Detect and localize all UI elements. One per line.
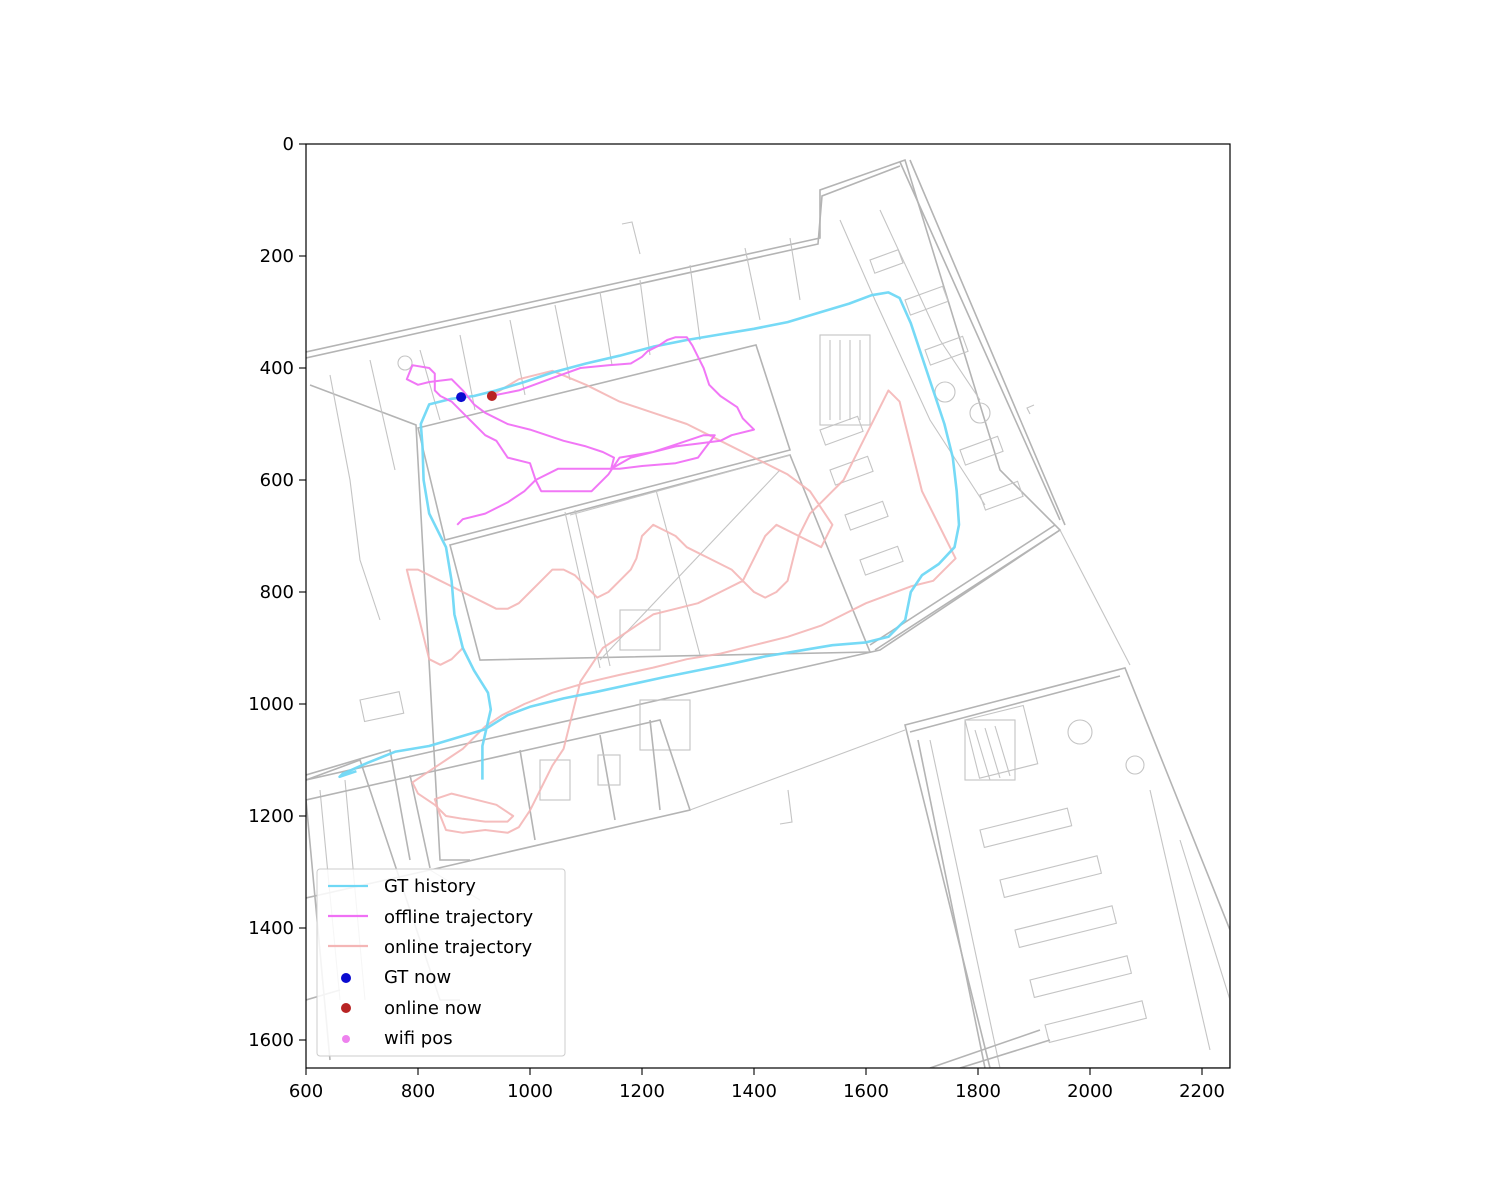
x-tick-label: 2000 xyxy=(1067,1081,1113,1102)
x-tick-label: 600 xyxy=(289,1081,323,1102)
legend-label-online-trajectory: online trajectory xyxy=(384,937,533,958)
legend-marker-online-now xyxy=(341,1003,351,1013)
series-line-offline-trajectory xyxy=(405,336,755,526)
y-tick-label: 1000 xyxy=(248,694,294,715)
legend-marker-wifi-pos xyxy=(342,1035,350,1043)
x-tick-label: 1000 xyxy=(507,1081,553,1102)
legend-label-gt-history: GT history xyxy=(384,876,476,897)
x-tick-label: 800 xyxy=(401,1081,435,1102)
series-line-gt-history xyxy=(338,291,961,780)
x-tick-label: 1600 xyxy=(843,1081,889,1102)
x-tick-label: 1400 xyxy=(731,1081,777,1102)
x-tick-label: 2200 xyxy=(1179,1081,1225,1102)
scatter-point-online-now xyxy=(486,391,497,401)
y-tick-label: 1600 xyxy=(248,1030,294,1051)
y-tick-label: 0 xyxy=(283,134,294,155)
legend-label-online-now: online now xyxy=(384,998,482,1019)
legend-label-offline-trajectory: offline trajectory xyxy=(384,907,534,928)
series-line-online-trajectory xyxy=(405,369,957,834)
x-tick-label: 1800 xyxy=(955,1081,1001,1102)
y-axis: 0 200 400 600 800 1000 1200 1400 1600 xyxy=(248,134,306,1051)
x-tick-label: 1200 xyxy=(619,1081,665,1102)
legend-label-wifi-pos: wifi pos xyxy=(384,1028,453,1049)
legend-marker-gt-now xyxy=(341,973,351,983)
y-tick-label: 1200 xyxy=(248,806,294,827)
x-axis: 600 800 1000 1200 1400 1600 1800 2000 2200 xyxy=(289,1068,1225,1102)
plot-frame xyxy=(305,143,1231,1069)
y-tick-label: 400 xyxy=(260,358,294,379)
series-layer xyxy=(338,291,961,834)
floor-plan-background xyxy=(306,158,1230,1068)
y-tick-label: 800 xyxy=(260,582,294,603)
scatter-point-gt-now xyxy=(456,392,467,403)
legend: GT history offline trajectory online tra… xyxy=(316,868,566,1057)
y-tick-label: 1400 xyxy=(248,918,294,939)
legend-label-gt-now: GT now xyxy=(384,967,451,988)
legend-box xyxy=(316,868,566,1057)
y-tick-label: 600 xyxy=(260,470,294,491)
y-tick-label: 200 xyxy=(260,246,294,267)
